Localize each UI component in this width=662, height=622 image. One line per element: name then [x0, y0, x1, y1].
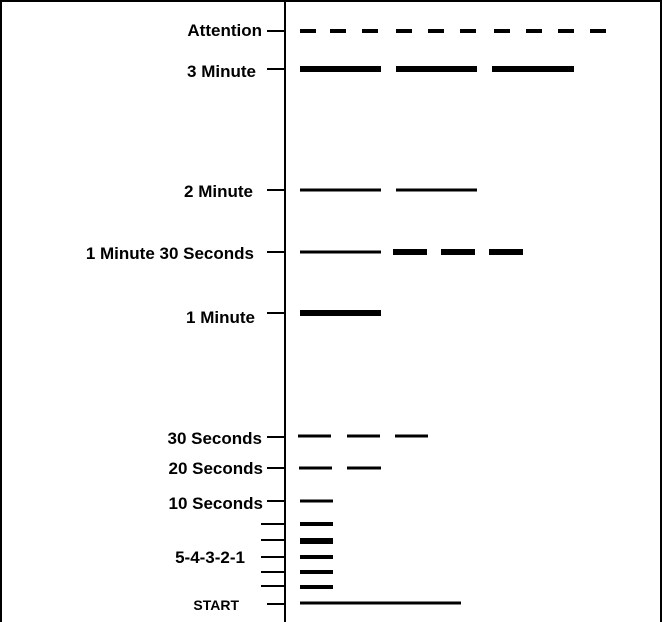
signal-marks-countdown: [300, 522, 333, 589]
countdown-ticks: [261, 523, 285, 587]
signal-label-one-minute: 1 Minute: [186, 308, 255, 327]
signal-label-thirty-seconds: 30 Seconds: [168, 429, 263, 448]
signal-label-countdown: 5-4-3-2-1: [175, 548, 245, 567]
signal-label-start: START: [193, 597, 239, 613]
signal-label-one-minute-thirty: 1 Minute 30 Seconds: [86, 244, 254, 263]
signal-label-ten-seconds: 10 Seconds: [169, 494, 264, 513]
signal-label-three-minute: 3 Minute: [187, 62, 256, 81]
signal-label-attention: Attention: [187, 21, 262, 40]
signal-label-two-minute: 2 Minute: [184, 182, 253, 201]
signal-label-twenty-seconds: 20 Seconds: [169, 459, 264, 478]
